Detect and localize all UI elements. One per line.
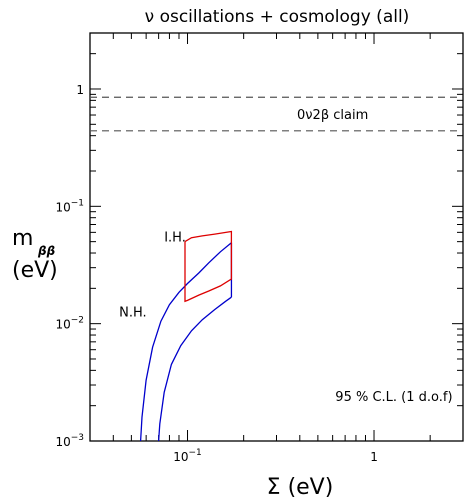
y-tick-label-base: 10: [55, 318, 70, 332]
x-tick-label: 1: [370, 450, 378, 464]
y-tick-label: 10−1: [55, 198, 84, 214]
axis-ticks: [89, 32, 464, 442]
y-axis-label: m ββ (eV): [12, 226, 58, 283]
y-axis-label-subscript: ββ: [37, 244, 55, 258]
normal-hierarchy-upper-curve: [139, 242, 232, 442]
x-tick-label-base: 10: [173, 450, 188, 464]
inverted-hierarchy-contour: [184, 230, 233, 303]
y-tick-label-exponent: −3: [71, 433, 84, 443]
y-tick-label-base: 10: [55, 435, 70, 449]
x-tick-label: 10−1: [173, 448, 202, 464]
x-axis-label: Σ (eV): [267, 475, 334, 500]
claim-band: 0ν2β claim: [90, 96, 463, 132]
chart-title: ν oscillations + cosmology (all): [145, 7, 410, 27]
annotation: N.H.: [119, 306, 147, 321]
annotation: 95 % C.L. (1 d.o.f): [335, 390, 452, 405]
y-tick-label: 10−3: [55, 433, 84, 449]
y-tick-label-exponent: −2: [71, 316, 84, 326]
claim-label: 0ν2β claim: [297, 108, 368, 123]
tick-labels: 10−1 110−310−210−11: [55, 83, 377, 464]
annotations: I.H. N.H. 95 % C.L. (1 d.o.f): [119, 231, 452, 405]
annotation: I.H.: [164, 231, 186, 246]
y-axis-label-main: m: [12, 226, 33, 251]
series-layer: [139, 230, 233, 442]
y-tick-label-base: 10: [55, 200, 70, 214]
y-axis-label-unit: (eV): [12, 258, 58, 283]
x-tick-label-exponent: −1: [189, 448, 202, 458]
normal-hierarchy-lower-curve: [157, 296, 232, 442]
y-tick-label: 1: [76, 83, 84, 97]
y-tick-label: 10−2: [55, 316, 84, 332]
y-tick-label-exponent: −1: [71, 198, 84, 208]
